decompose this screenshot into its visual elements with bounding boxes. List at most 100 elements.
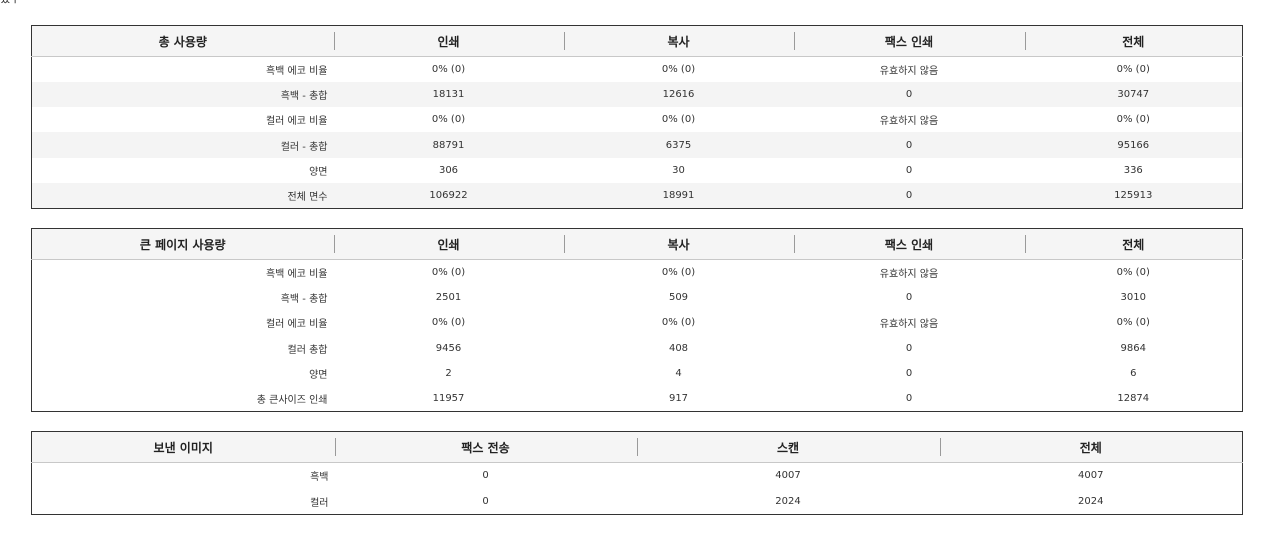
cell-value: 106922 xyxy=(333,182,564,209)
cell-value: 유효하지 않음 xyxy=(879,66,939,78)
cell-value: 6375 xyxy=(563,132,794,158)
col-header-print: 인쇄 xyxy=(333,25,564,57)
cell-value: 0% (0) xyxy=(1116,317,1150,329)
total-usage-header-row: 총 사용량 인쇄 복사 팩스 인쇄 전체 xyxy=(31,25,1243,57)
table-row: 흑백 - 총합 18131 12616 0 30747 xyxy=(31,82,1243,108)
cell-value: 9864 xyxy=(1120,342,1146,354)
row-label: 흑백 에코 비율 xyxy=(265,269,328,281)
cell-value: 0 xyxy=(793,132,1025,158)
table-row: 양면 306 30 0 336 xyxy=(32,158,1243,183)
row-label: 컬러 - 총합 xyxy=(31,132,334,158)
table-row: 총 큰사이즈 인쇄 11957 917 0 12874 xyxy=(32,386,1243,412)
cell-value: 95166 xyxy=(1024,132,1243,158)
table-row: 양면 2 4 0 6 xyxy=(32,361,1243,386)
row-label: 흑백 xyxy=(310,472,329,484)
cell-value: 917 xyxy=(668,392,689,404)
sent-images-table: 보낸 이미지 팩스 전송 스캔 전체 흑백 0 4007 4007 컬러 0 2… xyxy=(31,431,1243,515)
row-label: 흑백 - 총합 xyxy=(31,82,334,108)
cell-value: 0 xyxy=(482,470,489,482)
cell-value: 9456 xyxy=(435,342,462,354)
cell-value: 0% (0) xyxy=(661,317,696,329)
cell-value: 2 xyxy=(445,367,452,379)
cell-value: 125913 xyxy=(1024,182,1243,209)
table-row: 컬러 에코 비율 0% (0) 0% (0) 유효하지 않음 0% (0) xyxy=(32,107,1243,132)
total-usage-table: 총 사용량 인쇄 복사 팩스 인쇄 전체 흑백 에코 비율 0% (0) 0% … xyxy=(31,25,1243,209)
col-header-fax-send: 팩스 전송 xyxy=(334,431,637,463)
cell-value: 유효하지 않음 xyxy=(879,116,939,128)
cell-value: 4007 xyxy=(775,470,801,482)
cell-value: 30747 xyxy=(1024,82,1243,108)
cell-value: 11957 xyxy=(432,392,465,404)
cell-value: 0% (0) xyxy=(431,267,466,279)
cell-value: 유효하지 않음 xyxy=(879,269,939,281)
col-header-copy: 복사 xyxy=(563,25,794,57)
cell-value: 0% (0) xyxy=(1116,64,1150,76)
cell-value: 0% (0) xyxy=(661,267,696,279)
cell-value: 6 xyxy=(1130,367,1137,379)
cell-value: 0 xyxy=(793,82,1025,108)
cell-value: 18991 xyxy=(563,182,794,209)
row-label: 양면 xyxy=(309,369,328,381)
table-row: 흑백 에코 비율 0% (0) 0% (0) 유효하지 않음 0% (0) xyxy=(32,57,1243,83)
row-label: 컬러 에코 비율 xyxy=(265,116,328,128)
cell-value: 12874 xyxy=(1117,392,1150,404)
cell-value: 4007 xyxy=(1078,470,1104,482)
table-row: 컬러 총합 9456 408 0 9864 xyxy=(32,335,1243,360)
col-header-fax-print: 팩스 인쇄 xyxy=(793,228,1025,260)
large-page-usage-title: 큰 페이지 사용량 xyxy=(31,228,334,260)
cell-value: 30 xyxy=(672,164,685,176)
row-label: 양면 xyxy=(309,166,328,178)
cell-value: 509 xyxy=(668,292,689,304)
row-label: 전체 면수 xyxy=(31,182,334,209)
total-usage-title: 총 사용량 xyxy=(31,25,334,57)
sent-images-title: 보낸 이미지 xyxy=(31,431,335,463)
cell-value: 408 xyxy=(668,342,689,354)
cell-value: 12616 xyxy=(563,82,794,108)
col-header-scan: 스캔 xyxy=(636,431,940,463)
cell-value: 0 xyxy=(905,292,913,304)
top-fragment-text: 됐구 xyxy=(0,0,20,6)
cell-value: 336 xyxy=(1123,164,1143,176)
table-row: 컬러 - 총합 88791 6375 0 95166 xyxy=(31,132,1243,158)
cell-value: 3010 xyxy=(1120,292,1146,304)
row-label: 흑백 에코 비율 xyxy=(265,66,328,78)
cell-value: 88791 xyxy=(333,132,564,158)
cell-value: 유효하지 않음 xyxy=(879,319,939,331)
table-row: 흑백 에코 비율 0% (0) 0% (0) 유효하지 않음 0% (0) xyxy=(32,260,1243,286)
cell-value: 0 xyxy=(905,164,913,176)
cell-value: 0 xyxy=(793,182,1025,209)
cell-value: 2024 xyxy=(1078,495,1104,507)
row-label: 컬러 총합 xyxy=(287,344,328,356)
table-row: 컬러 0 2024 2024 xyxy=(32,489,1243,515)
col-header-total: 전체 xyxy=(1024,25,1243,57)
cell-value: 0% (0) xyxy=(431,114,466,126)
cell-value: 0 xyxy=(905,392,913,404)
large-page-usage-table: 큰 페이지 사용량 인쇄 복사 팩스 인쇄 전체 흑백 에코 비율 0% (0)… xyxy=(31,228,1243,412)
cell-value: 0 xyxy=(905,367,913,379)
row-label: 컬러 에코 비율 xyxy=(265,319,328,331)
col-header-fax-print: 팩스 인쇄 xyxy=(793,25,1025,57)
cell-value: 18131 xyxy=(333,82,564,108)
large-page-usage-header-row: 큰 페이지 사용량 인쇄 복사 팩스 인쇄 전체 xyxy=(31,228,1243,260)
cell-value: 306 xyxy=(438,164,459,176)
cell-value: 0 xyxy=(482,495,489,507)
cell-value: 0% (0) xyxy=(661,64,696,76)
table-row: 전체 면수 106922 18991 0 125913 xyxy=(31,182,1243,209)
cell-value: 0% (0) xyxy=(1116,267,1150,279)
cell-value: 0% (0) xyxy=(1116,114,1150,126)
cell-value: 2024 xyxy=(775,495,801,507)
row-label: 컬러 xyxy=(310,497,329,509)
sent-images-header-row: 보낸 이미지 팩스 전송 스캔 전체 xyxy=(31,431,1243,463)
col-header-print: 인쇄 xyxy=(333,228,564,260)
table-row: 컬러 에코 비율 0% (0) 0% (0) 유효하지 않음 0% (0) xyxy=(32,310,1243,335)
col-header-total: 전체 xyxy=(939,431,1243,463)
row-label: 총 큰사이즈 인쇄 xyxy=(256,394,328,406)
cell-value: 0% (0) xyxy=(431,317,466,329)
row-label: 흑백 - 총합 xyxy=(280,294,328,306)
cell-value: 0% (0) xyxy=(431,64,466,76)
table-row: 흑백 - 총합 2501 509 0 3010 xyxy=(32,285,1243,310)
col-header-copy: 복사 xyxy=(563,228,794,260)
cell-value: 0% (0) xyxy=(661,114,696,126)
table-row: 흑백 0 4007 4007 xyxy=(32,463,1243,489)
col-header-total: 전체 xyxy=(1024,228,1243,260)
